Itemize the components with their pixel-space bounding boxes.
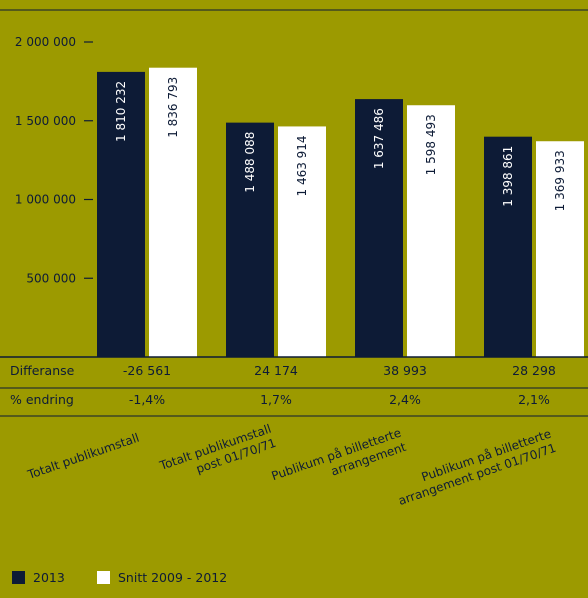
legend: 2013 Snitt 2009 - 2012 xyxy=(12,570,227,585)
bar-value-label: 1 369 933 xyxy=(553,150,567,211)
bar xyxy=(355,99,403,358)
table-row-label: Differanse xyxy=(10,363,75,378)
x-axis-labels: Totalt publikumstall Totalt publikumstall… xyxy=(25,422,558,508)
bar-value-label: 1 810 232 xyxy=(114,81,128,142)
table-cell: 28 298 xyxy=(512,363,556,378)
category-label: Publikum på billettertearrangement post … xyxy=(392,427,558,508)
bar-value-label: 1 836 793 xyxy=(166,77,180,138)
category-label-line: Totalt publikumstall xyxy=(25,431,141,483)
category-label: Publikum på billettertearrangement xyxy=(270,426,409,498)
legend-swatch xyxy=(97,571,110,584)
y-tick-label: 1 500 000 xyxy=(15,114,76,128)
y-tick-label: 1 000 000 xyxy=(15,193,76,207)
table-cell: 1,7% xyxy=(260,392,292,407)
table-cell: 2,4% xyxy=(389,392,421,407)
bar xyxy=(536,141,584,357)
bar-value-label: 1 598 493 xyxy=(424,114,438,175)
category-label: Totalt publikumstallpost 01/70/71 xyxy=(157,422,278,488)
bars: 1 810 232 1 836 793 1 488 088 1 463 914 1 63… xyxy=(97,67,584,358)
category-label: Totalt publikumstall xyxy=(25,431,141,483)
legend-label: 2013 xyxy=(33,570,65,585)
table-cell: 2,1% xyxy=(518,392,550,407)
y-axis: 500 000 1 000 000 1 500 000 2 000 000 xyxy=(15,35,93,285)
bar xyxy=(278,126,326,357)
bar-value-label: 1 637 486 xyxy=(372,108,386,169)
table-cell: 24 174 xyxy=(254,363,298,378)
bar-value-label: 1 463 914 xyxy=(295,135,309,196)
legend-swatch xyxy=(12,571,25,584)
y-tick-label: 2 000 000 xyxy=(15,35,76,49)
table-cell: -1,4% xyxy=(129,392,165,407)
y-tick-label: 500 000 xyxy=(26,271,76,285)
data-table: Differanse -26 561 24 174 38 993 28 298 % end… xyxy=(0,363,588,417)
table-cell: -26 561 xyxy=(123,363,171,378)
bar xyxy=(226,122,274,358)
legend-label: Snitt 2009 - 2012 xyxy=(118,570,227,585)
table-cell: 38 993 xyxy=(383,363,427,378)
bar xyxy=(407,105,455,357)
bar-value-label: 1 398 861 xyxy=(501,146,515,207)
bar xyxy=(97,71,145,357)
bar-value-label: 1 488 088 xyxy=(243,132,257,193)
bar xyxy=(484,136,532,357)
table-row-label: % endring xyxy=(10,392,74,407)
bar xyxy=(149,67,197,357)
